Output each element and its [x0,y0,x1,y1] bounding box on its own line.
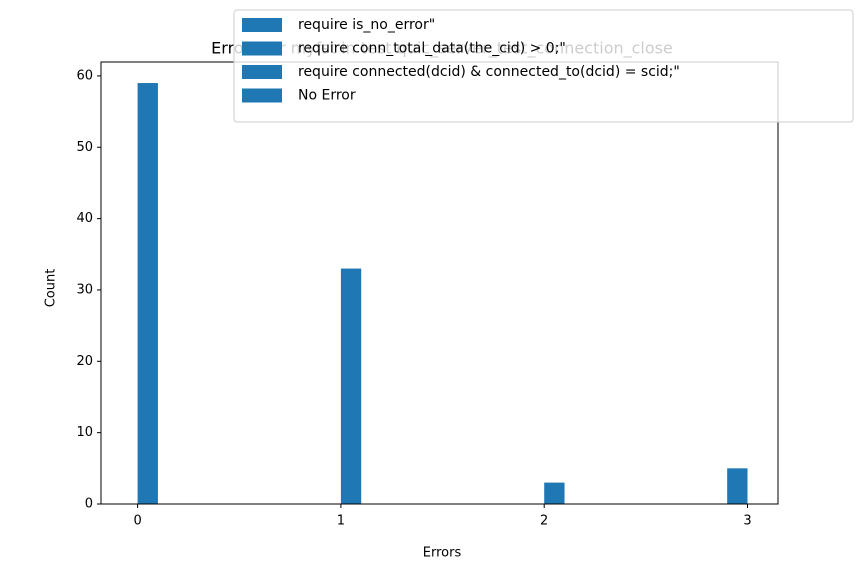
x-tick-label: 1 [337,514,345,529]
y-tick-label: 0 [85,497,93,512]
legend-label: require conn_total_data(the_cid) > 0;" [298,41,566,57]
legend-swatch [242,65,282,79]
x-axis-label: Errors [423,546,462,561]
y-tick-label: 50 [76,140,93,155]
x-tick-label: 0 [133,514,141,529]
y-tick-label: 20 [76,354,93,369]
bar [137,83,158,505]
plot-frame [100,61,779,505]
bar [340,268,362,504]
y-tick-label: 60 [76,68,93,83]
y-tick-label: 30 [76,282,93,297]
legend-swatch [242,41,282,56]
x-tick-label: 3 [743,514,751,529]
y-tick-label: 10 [76,425,93,440]
legend-label: No Error [298,88,356,104]
y-tick-label: 40 [76,211,93,226]
bar [544,482,565,504]
legend-label: require connected(dcid) & connected_to(d… [298,64,680,80]
legend-swatch [242,18,282,32]
legend-label: require is_no_error" [298,17,435,33]
legend-swatch [242,88,282,103]
bar [727,468,748,504]
legend-box [233,9,854,123]
x-tick-label: 2 [540,514,548,529]
y-axis-label: Count [44,269,59,308]
